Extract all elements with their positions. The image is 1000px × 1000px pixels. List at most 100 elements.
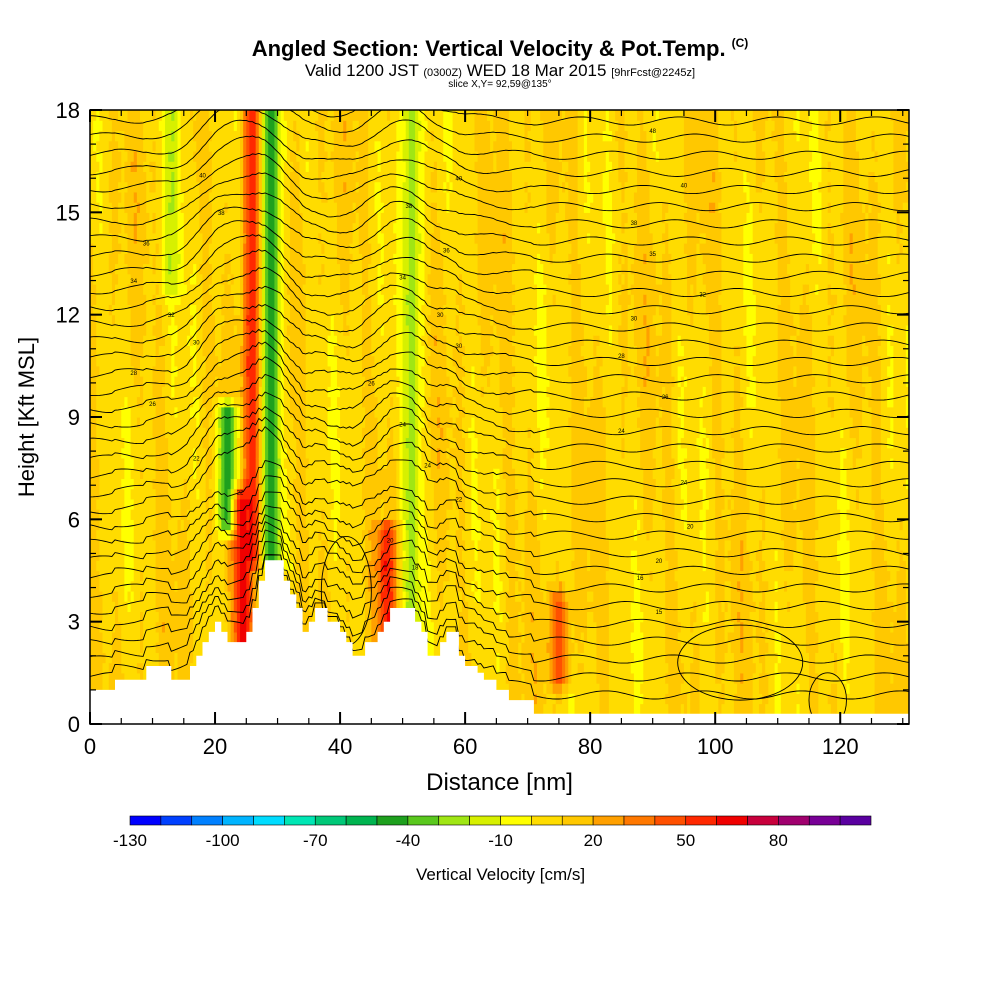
velocity-cell bbox=[208, 120, 213, 132]
velocity-cell bbox=[127, 652, 132, 664]
velocity-cell bbox=[143, 376, 147, 387]
velocity-cell bbox=[280, 222, 285, 234]
velocity-cell bbox=[268, 396, 272, 408]
velocity-cell bbox=[233, 631, 238, 643]
velocity-cell bbox=[111, 539, 116, 551]
velocity-cell bbox=[252, 202, 257, 213]
velocity-cell bbox=[158, 222, 163, 234]
velocity-cell bbox=[193, 447, 197, 459]
velocity-cell bbox=[158, 519, 163, 531]
velocity-cell bbox=[146, 273, 150, 285]
velocity-cell bbox=[193, 253, 197, 265]
velocity-cell bbox=[233, 376, 238, 387]
velocity-cell bbox=[199, 335, 204, 346]
velocity-cell bbox=[240, 427, 244, 439]
velocity-cell bbox=[274, 437, 279, 449]
velocity-cell bbox=[243, 161, 247, 172]
velocity-cell bbox=[299, 161, 304, 172]
velocity-cell bbox=[130, 191, 135, 203]
velocity-cell bbox=[93, 457, 97, 469]
velocity-cell bbox=[290, 161, 294, 172]
velocity-cell bbox=[127, 662, 132, 674]
velocity-cell bbox=[96, 365, 100, 377]
velocity-cell bbox=[261, 488, 266, 500]
velocity-cell bbox=[96, 120, 100, 132]
velocity-cell bbox=[115, 273, 119, 285]
velocity-cell bbox=[183, 273, 188, 285]
velocity-cell bbox=[271, 427, 276, 439]
velocity-cell bbox=[233, 324, 238, 336]
velocity-cell bbox=[140, 365, 144, 377]
velocity-cell bbox=[230, 222, 235, 234]
velocity-cell bbox=[290, 335, 294, 346]
velocity-cell bbox=[202, 120, 207, 132]
velocity-cell bbox=[174, 161, 179, 172]
velocity-cell bbox=[196, 611, 201, 623]
velocity-cell bbox=[124, 417, 129, 428]
velocity-cell bbox=[277, 519, 282, 531]
velocity-cell bbox=[165, 621, 169, 633]
velocity-cell bbox=[202, 427, 207, 439]
velocity-cell bbox=[208, 580, 213, 592]
velocity-cell bbox=[299, 171, 304, 183]
velocity-cell bbox=[233, 417, 238, 428]
velocity-cell bbox=[202, 140, 207, 152]
velocity-cell bbox=[265, 140, 269, 152]
velocity-cell bbox=[152, 273, 157, 285]
velocity-cell bbox=[161, 457, 166, 469]
velocity-cell bbox=[193, 191, 197, 203]
velocity-cell bbox=[230, 110, 235, 121]
velocity-cell bbox=[249, 253, 254, 265]
velocity-cell bbox=[161, 417, 166, 428]
velocity-cell bbox=[136, 406, 141, 418]
velocity-cell bbox=[215, 427, 219, 439]
velocity-cell bbox=[180, 324, 185, 336]
velocity-cell bbox=[165, 406, 169, 418]
velocity-cell bbox=[155, 550, 160, 561]
velocity-cell bbox=[93, 417, 97, 428]
velocity-cell bbox=[296, 130, 301, 142]
velocity-cell bbox=[286, 539, 291, 551]
velocity-cell bbox=[183, 314, 188, 326]
velocity-cell bbox=[127, 324, 132, 336]
velocity-cell bbox=[180, 202, 185, 213]
velocity-cell bbox=[127, 642, 132, 653]
velocity-cell bbox=[140, 611, 144, 623]
velocity-cell bbox=[286, 294, 291, 306]
velocity-cell bbox=[124, 355, 129, 367]
velocity-cell bbox=[255, 150, 260, 162]
velocity-cell bbox=[243, 232, 247, 244]
velocity-cell bbox=[186, 580, 191, 592]
velocity-cell bbox=[246, 406, 251, 418]
velocity-cell bbox=[136, 150, 141, 162]
velocity-cell bbox=[205, 529, 210, 541]
velocity-cell bbox=[96, 550, 100, 561]
velocity-cell bbox=[211, 314, 216, 326]
velocity-cell bbox=[240, 232, 244, 244]
velocity-cell bbox=[271, 365, 276, 377]
velocity-cell bbox=[152, 283, 157, 295]
velocity-cell bbox=[265, 120, 269, 132]
velocity-cell bbox=[152, 580, 157, 592]
velocity-cell bbox=[118, 212, 122, 224]
velocity-cell bbox=[227, 498, 232, 510]
velocity-cell bbox=[277, 539, 282, 551]
velocity-cell bbox=[230, 611, 235, 623]
velocity-cell bbox=[133, 539, 138, 551]
velocity-cell bbox=[227, 631, 232, 643]
velocity-cell bbox=[140, 621, 144, 633]
velocity-cell bbox=[246, 283, 251, 295]
velocity-cell bbox=[174, 263, 179, 275]
velocity-cell bbox=[302, 314, 307, 326]
velocity-cell bbox=[190, 457, 194, 469]
velocity-cell bbox=[274, 539, 279, 551]
velocity-cell bbox=[143, 345, 147, 357]
velocity-cell bbox=[183, 631, 188, 643]
velocity-cell bbox=[268, 314, 272, 326]
velocity-cell bbox=[111, 120, 116, 132]
velocity-cell bbox=[149, 550, 154, 561]
velocity-cell bbox=[149, 396, 154, 408]
velocity-cell bbox=[155, 560, 160, 572]
velocity-cell bbox=[158, 406, 163, 418]
velocity-cell bbox=[249, 345, 254, 357]
